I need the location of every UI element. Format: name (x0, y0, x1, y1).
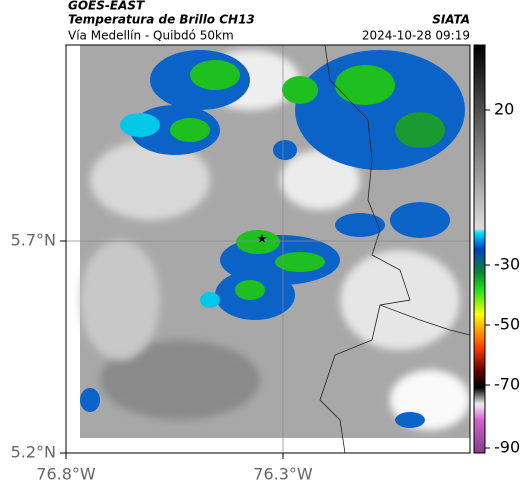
map-image: ★ (65, 44, 471, 454)
x-label: 76.8°W (36, 465, 96, 484)
colorbar-label: -50 (494, 315, 520, 334)
colorbar (473, 44, 486, 454)
source: SIATA (432, 13, 470, 27)
svg-text:★: ★ (257, 232, 268, 246)
datetime: 2024-10-28 09:19 (362, 29, 470, 43)
route: Vía Medellín - Quibdó 50km (68, 29, 234, 43)
x-label: 76.3°W (253, 465, 313, 484)
colorbar-label: 20 (494, 100, 514, 119)
cloud-tops (80, 50, 465, 428)
satellite: GOES-EAST (68, 0, 145, 13)
y-label: 5.7°N (11, 231, 56, 250)
colorbar-label: -70 (494, 375, 520, 394)
colorbar-label: -30 (494, 255, 520, 274)
product: Temperatura de Brillo CH13 (68, 13, 255, 27)
colorbar-label: -90 (494, 438, 520, 457)
y-label: 5.2°N (11, 443, 56, 462)
